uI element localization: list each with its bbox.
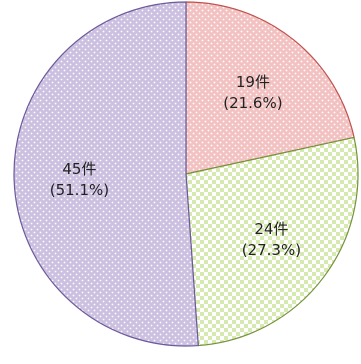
slice-label-percent-2: (51.1%) bbox=[50, 181, 109, 199]
pie-slice-2 bbox=[13, 1, 199, 347]
pie-slice-0 bbox=[185, 1, 355, 175]
labels-layer: 19件 (21.6%) 24件 (27.3%) 45件 (51.1%) bbox=[50, 73, 301, 259]
slices-layer bbox=[13, 1, 359, 347]
slice-label-count-2: 45件 bbox=[62, 160, 96, 178]
slice-label-percent-1: (27.3%) bbox=[242, 241, 301, 259]
pie-slice-1 bbox=[185, 136, 359, 347]
slice-label-percent-0: (21.6%) bbox=[223, 94, 282, 112]
slice-label-count-1: 24件 bbox=[254, 220, 288, 238]
slice-label-count-0: 19件 bbox=[236, 73, 270, 91]
